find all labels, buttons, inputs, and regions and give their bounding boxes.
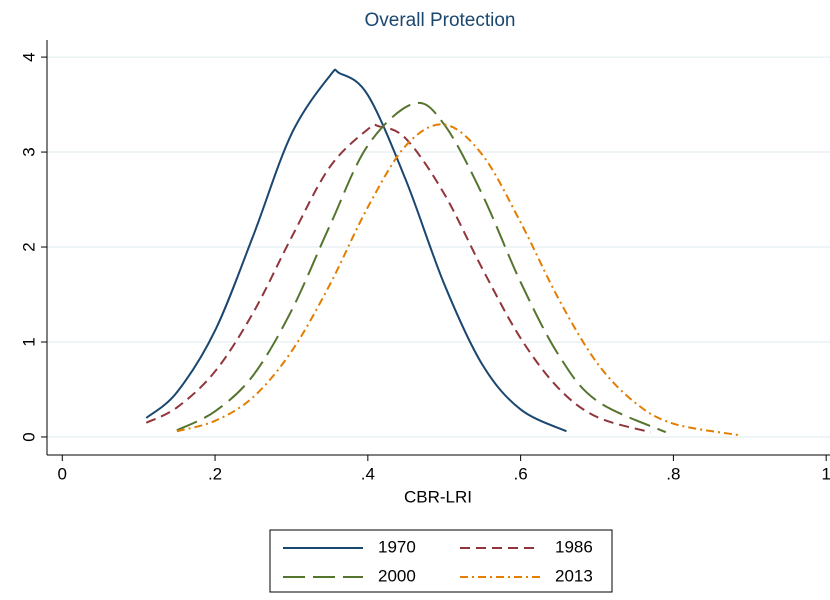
line <box>145 68 567 433</box>
x-tick-label: .6 <box>514 464 528 483</box>
x-tick-label: 1 <box>821 464 830 483</box>
x-tick-label: .2 <box>208 464 222 483</box>
y-tick-label: 3 <box>19 147 38 156</box>
x-tick-label: .4 <box>361 464 375 483</box>
legend-label: 2013 <box>555 566 593 585</box>
y-tick-label: 1 <box>19 337 38 346</box>
chart-title: Overall Protection <box>364 10 515 31</box>
legend-label: 1986 <box>555 537 593 556</box>
legend-label: 1970 <box>378 537 416 556</box>
y-tick-label: 0 <box>19 432 38 441</box>
x-axis-title: CBR-LRI <box>404 487 472 506</box>
y-tick-label: 2 <box>19 242 38 251</box>
x-tick-label: .8 <box>666 464 680 483</box>
legend-box <box>269 529 613 593</box>
y-tick-label: 4 <box>19 52 38 61</box>
line <box>145 123 651 434</box>
legend-label: 2000 <box>378 566 416 585</box>
x-tick-label: 0 <box>58 464 67 483</box>
line <box>176 123 739 437</box>
line <box>176 101 667 434</box>
